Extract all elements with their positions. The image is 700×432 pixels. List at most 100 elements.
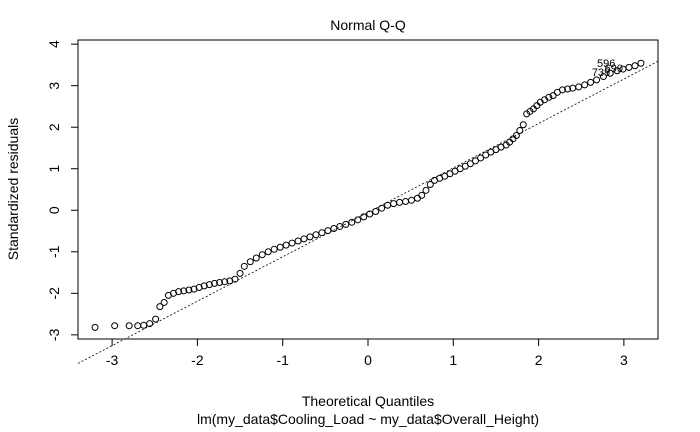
x-tick-label: 0	[364, 352, 372, 368]
data-point	[422, 186, 430, 194]
data-point	[252, 254, 260, 262]
data-point	[288, 239, 296, 247]
data-point	[418, 191, 426, 199]
data-point	[336, 222, 344, 230]
data-point	[160, 298, 168, 306]
plot-frame	[77, 39, 659, 340]
data-point	[606, 69, 614, 77]
data-point	[575, 83, 583, 91]
x-tick-label: 3	[620, 352, 628, 368]
data-point	[360, 213, 368, 221]
data-point	[408, 196, 415, 204]
data-point	[152, 315, 160, 323]
data-point	[396, 198, 404, 206]
x-tick-label: 1	[449, 352, 457, 368]
data-point	[146, 320, 154, 328]
data-point	[519, 121, 527, 129]
data-point	[330, 225, 338, 233]
data-point	[599, 73, 607, 81]
x-axis: -3 -2 -1 0 1 2 3	[106, 339, 628, 368]
data-point	[471, 157, 479, 165]
x-tick-label: -2	[191, 352, 204, 368]
data-point	[342, 220, 350, 228]
data-point	[258, 251, 266, 259]
data-point	[294, 237, 302, 245]
data-point	[205, 281, 213, 289]
data-point	[264, 248, 272, 256]
data-point	[581, 81, 589, 89]
data-point	[466, 160, 474, 168]
data-point	[549, 92, 557, 100]
data-point	[587, 78, 595, 86]
data-point	[354, 216, 362, 224]
data-point	[533, 102, 541, 110]
data-point	[111, 322, 119, 330]
data-point	[545, 93, 553, 101]
y-tick-label: -3	[46, 328, 62, 341]
data-point	[318, 229, 326, 237]
data-point	[558, 86, 566, 94]
data-point	[390, 200, 398, 208]
data-point	[236, 269, 244, 277]
data-point	[140, 321, 148, 329]
outlier-label: 690	[605, 63, 623, 75]
outlier-label: 596	[597, 58, 615, 70]
chart-subtitle: lm(my_data$Cooling_Load ~ my_data$Overal…	[197, 411, 539, 427]
x-axis-label: Theoretical Quantiles	[302, 393, 434, 409]
data-point	[372, 208, 380, 216]
data-point	[156, 303, 164, 311]
data-point	[512, 132, 520, 140]
data-point	[509, 135, 517, 143]
reference-line-group	[77, 60, 659, 364]
y-tick-label: 3	[46, 82, 62, 90]
y-tick-label: 0	[46, 206, 62, 214]
y-tick-label: 2	[46, 123, 62, 131]
data-point	[240, 262, 248, 270]
data-point	[366, 210, 374, 218]
data-point	[221, 278, 229, 286]
data-point	[270, 245, 278, 253]
data-point	[134, 322, 142, 330]
data-point	[175, 288, 183, 296]
y-tick-label: 1	[46, 165, 62, 173]
data-point	[426, 181, 434, 189]
data-point	[246, 258, 254, 266]
data-point	[413, 194, 421, 202]
outlier-label: 739	[592, 67, 610, 79]
chart-title: Normal Q-Q	[330, 17, 406, 33]
data-point	[312, 231, 320, 239]
data-point	[231, 275, 239, 283]
x-tick-label: 2	[535, 352, 543, 368]
y-axis-label: Standardized residuals	[5, 118, 21, 260]
data-point	[200, 282, 208, 290]
data-point	[625, 63, 633, 71]
y-tick-label: -1	[46, 245, 62, 258]
data-point	[631, 62, 639, 70]
data-point	[306, 233, 314, 241]
data-point	[216, 279, 224, 287]
data-point	[593, 76, 601, 84]
y-axis: -3 -2 -1 0 1 2 3 4	[46, 40, 78, 341]
data-point	[384, 201, 392, 209]
data-point	[276, 243, 284, 251]
data-point	[482, 151, 490, 159]
reference-line	[77, 60, 659, 364]
y-tick-label: 4	[46, 40, 62, 48]
data-point	[300, 235, 308, 243]
x-tick-label: -1	[276, 352, 289, 368]
data-point	[210, 279, 218, 287]
data-point	[348, 218, 356, 226]
data-point	[125, 322, 133, 330]
data-point	[180, 287, 188, 295]
data-point	[282, 241, 290, 249]
y-tick-label: -2	[46, 287, 62, 300]
data-point	[637, 59, 645, 67]
data-point	[324, 227, 332, 235]
data-point	[564, 85, 572, 93]
data-point	[516, 127, 524, 135]
plot-frame-group	[77, 39, 659, 340]
data-point	[477, 154, 485, 162]
data-point	[91, 323, 99, 331]
